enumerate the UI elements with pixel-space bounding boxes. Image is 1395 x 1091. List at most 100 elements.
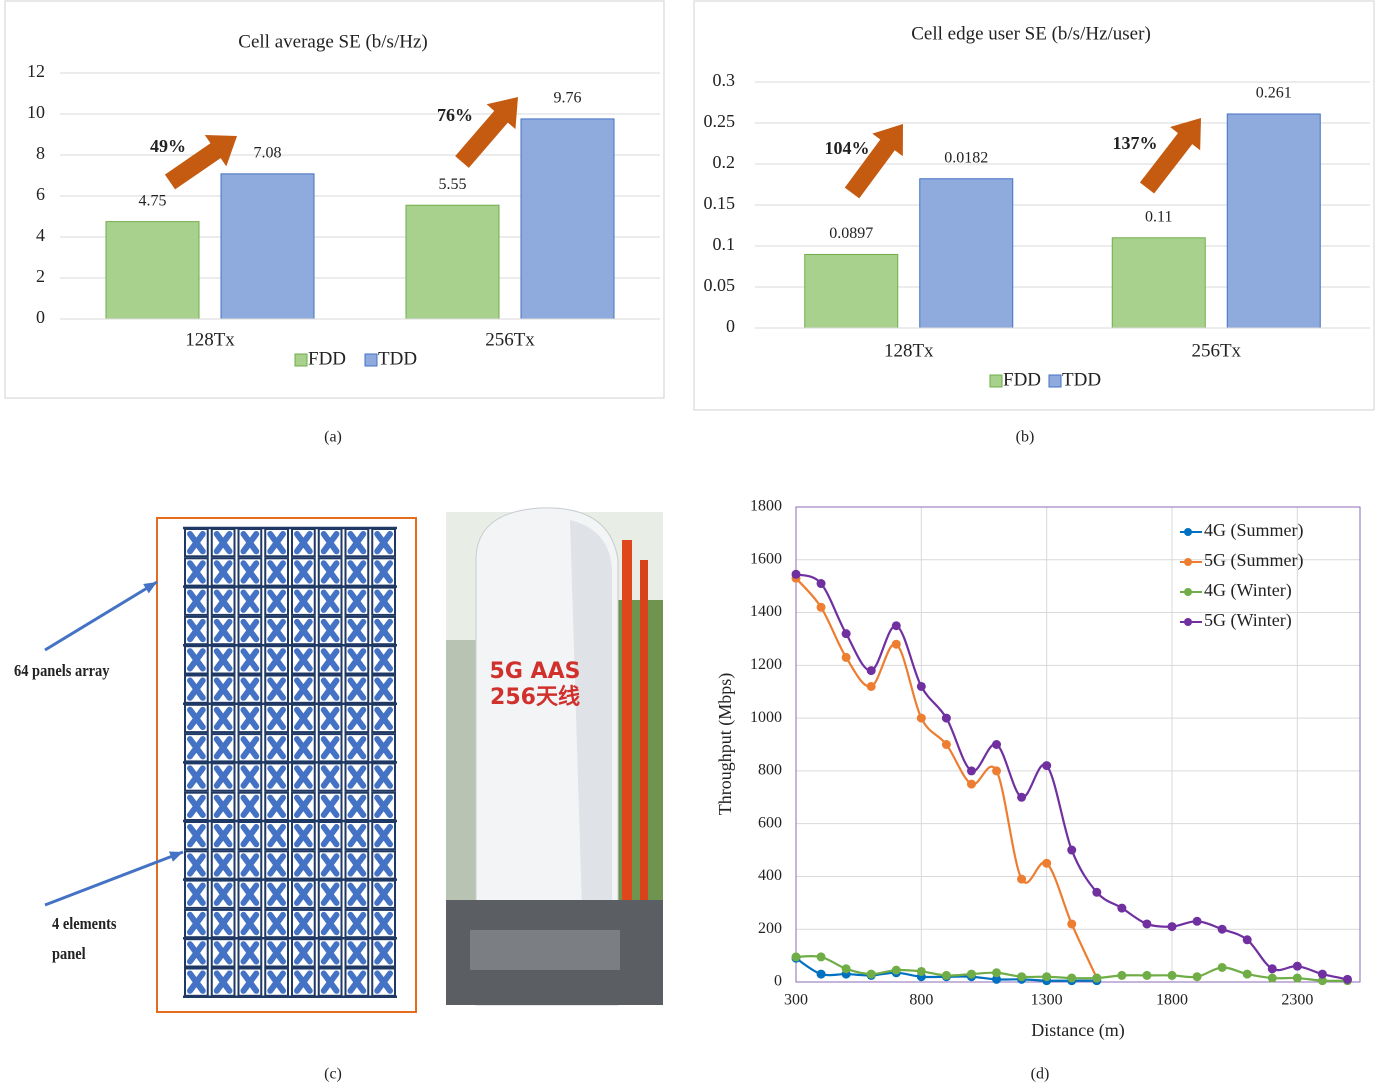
legend-label: TDD	[1062, 369, 1101, 390]
element-cross	[187, 794, 206, 818]
element-cross	[267, 853, 286, 877]
element-cross	[294, 648, 313, 672]
element-cross	[294, 531, 313, 555]
legend-label: FDD	[1003, 369, 1041, 390]
point	[841, 964, 851, 974]
element-cross	[267, 648, 286, 672]
data-label: 0.261	[1256, 85, 1292, 102]
element-cross	[187, 765, 206, 789]
legend-marker	[1184, 528, 1192, 536]
legend-label: 5G (Summer)	[1204, 550, 1303, 571]
photo-text: 5G AAS	[490, 659, 581, 684]
point	[941, 970, 951, 980]
point	[891, 965, 901, 975]
data-label: 0.0897	[829, 225, 873, 242]
data-label: 5.55	[439, 176, 467, 193]
point	[992, 974, 1002, 984]
point	[866, 969, 876, 979]
element-cross	[294, 765, 313, 789]
point	[1042, 858, 1052, 868]
y-tick-label: 1000	[750, 709, 782, 726]
element-cross	[347, 882, 367, 906]
element-cross	[213, 560, 233, 584]
point	[1017, 792, 1027, 802]
point	[1217, 962, 1227, 972]
point	[791, 569, 801, 579]
chart-frame	[693, 0, 1375, 411]
pointer-arrow	[44, 850, 184, 907]
point	[1117, 903, 1127, 913]
x-tick-label: 256Tx	[485, 329, 535, 350]
photo-text: 256天线	[490, 684, 580, 710]
element-cross	[347, 531, 367, 555]
point	[1267, 973, 1277, 983]
element-cross	[213, 736, 233, 760]
y-tick-label: 10	[27, 102, 45, 122]
element-cross	[347, 765, 367, 789]
element-cross	[240, 911, 260, 936]
point	[1017, 874, 1027, 884]
x-tick-label: 800	[909, 992, 933, 1009]
element-cross	[267, 736, 286, 760]
arrow	[1139, 118, 1201, 194]
element-cross	[267, 941, 286, 965]
element-cross	[267, 970, 286, 994]
element-cross	[320, 589, 340, 613]
element-cross	[294, 941, 313, 965]
element-cross	[320, 736, 340, 760]
element-cross	[320, 560, 340, 584]
element-cross	[294, 794, 313, 818]
data-label: 9.76	[554, 90, 582, 107]
element-cross	[320, 648, 340, 672]
arrow	[844, 124, 903, 199]
point	[816, 952, 826, 962]
element-cross	[347, 794, 367, 818]
element-cross	[347, 736, 367, 760]
element-cross	[213, 589, 233, 613]
diagram-label: panel	[52, 945, 86, 963]
y-axis-title: Throughput (Mbps)	[715, 673, 736, 816]
point	[1067, 845, 1077, 855]
element-cross	[320, 706, 340, 731]
point	[1217, 924, 1227, 934]
y-tick-label: 6	[36, 184, 45, 204]
element-cross	[240, 618, 260, 643]
element-cross	[294, 736, 313, 760]
point	[1092, 973, 1102, 983]
point	[1117, 970, 1127, 980]
element-cross	[213, 794, 233, 818]
element-cross	[347, 589, 367, 613]
x-tick-label: 1300	[1031, 992, 1063, 1009]
legend-label: 4G (Summer)	[1204, 520, 1303, 541]
y-tick-label: 1200	[750, 656, 782, 673]
y-tick-label: 8	[36, 143, 45, 163]
element-cross	[347, 824, 367, 848]
point	[816, 969, 826, 979]
point	[841, 629, 851, 639]
element-cross	[187, 589, 206, 613]
legend-marker	[1184, 618, 1192, 626]
point	[1042, 972, 1052, 982]
element-cross	[187, 677, 206, 701]
y-tick-label: 400	[758, 867, 782, 884]
element-cross	[213, 706, 233, 731]
element-cross	[374, 765, 393, 789]
element-cross	[187, 941, 206, 965]
point	[941, 740, 951, 749]
element-cross	[187, 648, 206, 672]
element-cross	[240, 560, 260, 584]
element-cross	[347, 648, 367, 672]
pointer-arrow	[44, 580, 158, 652]
element-cross	[267, 531, 286, 555]
y-tick-label: 600	[758, 814, 782, 831]
chart-title: Cell edge user SE (b/s/Hz/user)	[911, 23, 1151, 44]
element-cross	[374, 648, 393, 672]
element-cross	[187, 706, 206, 731]
element-cross	[347, 677, 367, 701]
point	[1292, 973, 1302, 983]
x-axis-title: Distance (m)	[1031, 1020, 1124, 1041]
element-cross	[320, 970, 340, 994]
data-label: 7.08	[254, 145, 282, 162]
bar	[919, 178, 1014, 329]
